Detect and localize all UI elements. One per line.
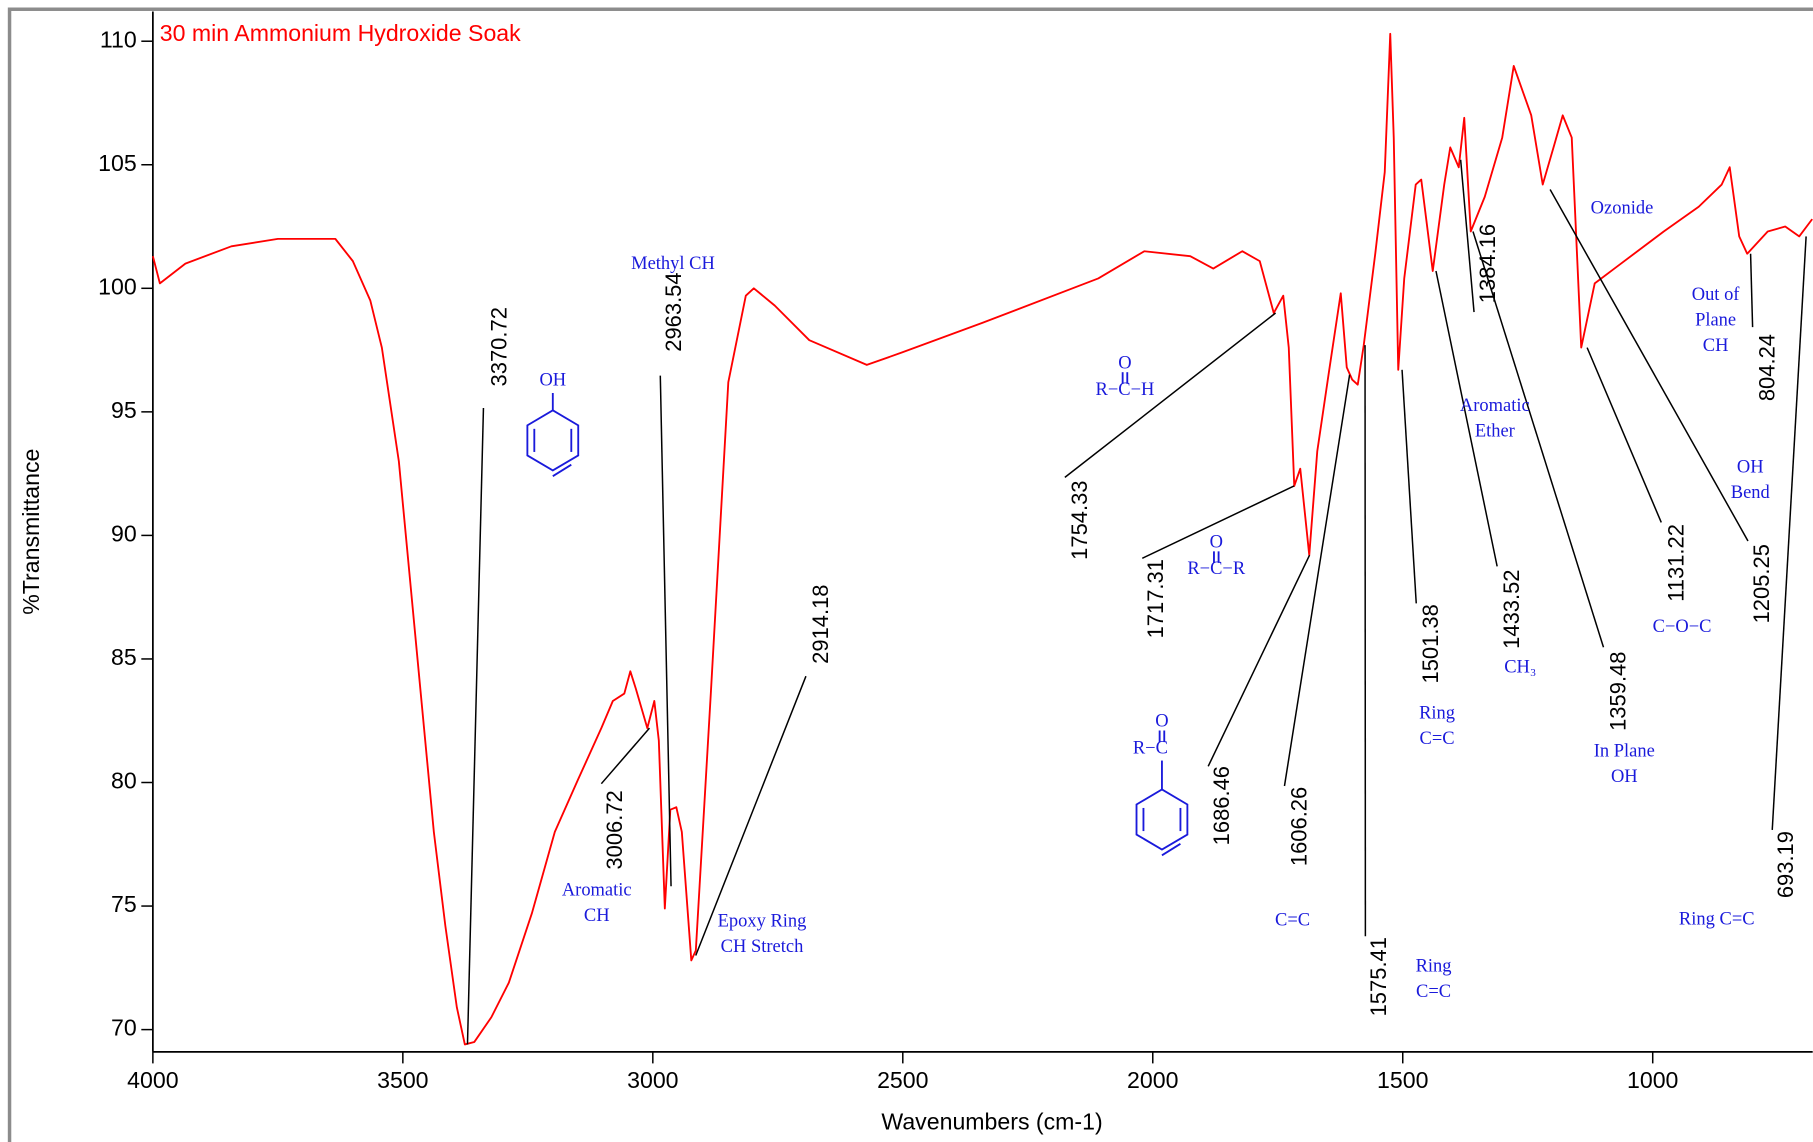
y-tick-label: 110 [100,26,137,52]
peak-leader [1141,485,1295,559]
peak-leader [600,727,651,785]
peak-label: 2914.18 [808,584,833,663]
group-label: Ring [1419,703,1455,723]
peak-label: 1606.26 [1286,787,1311,866]
y-tick-label: 90 [111,521,137,547]
x-tick-label: 3500 [377,1067,428,1093]
chart-title: 30 min Ammonium Hydroxide Soak [160,20,521,46]
peak-leader [1435,270,1498,567]
group-label: Methyl CH [631,253,715,273]
group-label: C=C [1419,728,1454,748]
peak-label: 1575.41 [1366,937,1391,1016]
spectrum-line [151,32,1813,1046]
peak-label: 1359.48 [1605,652,1630,731]
group-label: O [1210,532,1223,552]
group-label: O [1155,711,1168,731]
group-label: Out of [1692,284,1741,304]
y-tick-label: 70 [111,1015,137,1041]
bond [1161,843,1181,857]
group-label: OH [1737,456,1764,476]
peak-label: 1501.38 [1418,604,1443,683]
peak-leader [659,375,672,887]
peak-label: 2963.54 [661,272,686,351]
group-label: CH Stretch [721,936,804,956]
peak-label: 1433.52 [1499,569,1524,648]
peak-label: 3370.72 [487,307,512,386]
group-label: R−C−H [1096,379,1155,399]
y-tick-label: 95 [111,397,137,423]
group-label: Plane [1695,310,1736,330]
peak-leader [1207,554,1311,767]
frame [7,7,1813,1142]
peak-leader [1459,159,1475,313]
peak-label: 1686.46 [1209,766,1234,845]
peak-label: 1131.22 [1663,524,1688,602]
peak-leader [1771,236,1807,830]
y-tick-label: 85 [111,644,137,670]
group-label: O [1118,352,1131,372]
peak-leader [1549,189,1749,542]
x-axis-label: Wavenumbers (cm-1) [881,1109,1102,1135]
x-tick-label: 3000 [627,1067,678,1093]
y-tick-label: 80 [111,768,137,794]
structures [526,372,1220,857]
group-label: CH₃ [1504,656,1536,676]
group-label: OH [1611,766,1638,786]
group-label: C=C [1416,981,1451,1001]
group-label: Ozonide [1591,197,1654,217]
peak-label: 1205.25 [1749,544,1774,623]
peak-label: 804.24 [1755,334,1780,401]
y-axis-label: %Transmittance [18,449,44,615]
group-label: C=C [1275,909,1310,929]
peak-label: 3006.72 [602,790,627,869]
y-tick-label: 105 [98,150,137,176]
peak-leader [1283,374,1351,787]
peak-leader [1472,231,1605,648]
peak-label: 1754.33 [1067,480,1092,559]
x-tick-label: 4000 [127,1067,178,1093]
group-label: Epoxy Ring [718,911,807,931]
group-label: CH [584,905,610,925]
group-label: Aromatic [1460,395,1530,415]
x-tick-label: 2500 [877,1067,928,1093]
peak-leader [1401,369,1417,604]
benzene [526,409,580,472]
peak-label: 1717.31 [1143,559,1168,638]
x-tick-label: 1000 [1627,1067,1678,1093]
benzene [1135,788,1189,851]
peak-leader [1064,312,1277,478]
peak-label: 1384.16 [1475,224,1500,303]
peak-leader [466,408,485,1045]
group-label: Bend [1731,482,1771,502]
x-tick-label: 1500 [1377,1067,1428,1093]
peak-label: 693.19 [1773,831,1798,898]
group-label: In Plane [1594,741,1655,761]
group-label: R−C−R [1187,558,1246,578]
peak-leader [1749,253,1754,328]
group-label: OH [539,370,566,390]
group-label: CH [1703,335,1729,355]
group-label: Ether [1475,421,1515,441]
group-label: Ring C=C [1679,908,1755,928]
peak-leader [695,675,807,956]
bond [552,463,572,478]
peak-leader [1586,347,1662,523]
group-label: Ring [1416,956,1452,976]
x-tick-label: 2000 [1127,1067,1178,1093]
group-label: Aromatic [562,879,632,899]
group-label: C−O−C [1653,616,1712,636]
y-tick-label: 100 [98,273,137,299]
y-tick-label: 75 [111,891,137,917]
group-label: R−C [1133,737,1168,757]
